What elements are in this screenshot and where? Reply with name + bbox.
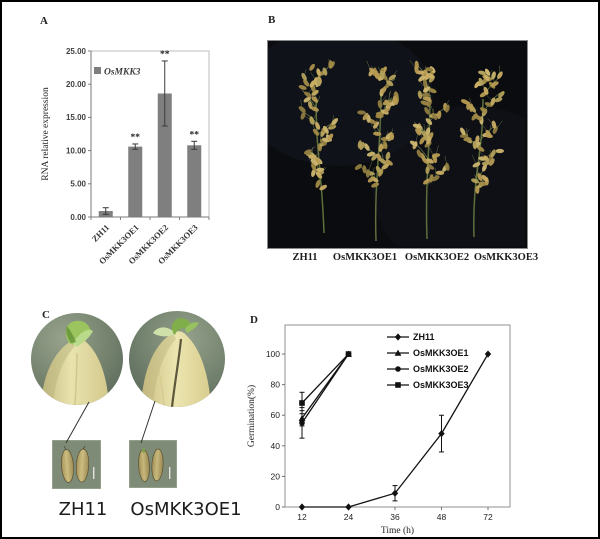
svg-text:OsMKK3OE3: OsMKK3OE3 <box>413 380 469 390</box>
svg-text:20.00: 20.00 <box>66 80 87 89</box>
svg-text:60: 60 <box>271 410 281 420</box>
svg-text:100: 100 <box>266 349 280 359</box>
seed-label-osmkk3oe1: OsMKK3OE1 <box>130 499 242 520</box>
svg-text:5.00: 5.00 <box>70 180 86 189</box>
panicle-label-osmkk3oe3: OsMKK3OE3 <box>473 252 539 263</box>
svg-text:**: ** <box>160 50 170 60</box>
svg-text:15.00: 15.00 <box>66 113 87 122</box>
seed-pair-photo-osmkk3oe1 <box>129 440 177 488</box>
seed-closeup-zh11 <box>31 313 123 405</box>
svg-text:**: ** <box>131 133 141 143</box>
svg-text:12: 12 <box>297 512 307 522</box>
svg-text:ZH11: ZH11 <box>413 332 435 342</box>
svg-text:80: 80 <box>271 380 281 390</box>
svg-text:OsMKK3: OsMKK3 <box>104 68 141 78</box>
panel-d-line-chart: 0 20 40 60 80 100 12 24 36 48 72 ZH11 OsMKK3OE1 OsMKK… <box>246 324 511 536</box>
svg-text:25.00: 25.00 <box>66 47 87 56</box>
panel-d-label: D <box>250 314 258 326</box>
panel-c-label: C <box>42 309 50 321</box>
panicle-photo-canvas <box>268 41 525 246</box>
svg-text:**: ** <box>190 130 200 140</box>
seed-pair-photo-zh11 <box>52 440 101 489</box>
svg-text:ZH11: ZH11 <box>90 222 111 243</box>
svg-text:Germination(%): Germination(%) <box>246 385 257 447</box>
panel-c: C <box>27 302 272 537</box>
svg-text:Time (h): Time (h) <box>381 525 414 536</box>
panel-a-label: A <box>40 15 48 27</box>
svg-text:48: 48 <box>437 512 447 522</box>
seed-label-zh11: ZH11 <box>58 499 108 520</box>
svg-text:0: 0 <box>275 502 280 512</box>
svg-text:OsMKK3OE2: OsMKK3OE2 <box>413 364 469 374</box>
svg-text:36: 36 <box>390 512 400 522</box>
panicle-label-osmkk3oe2: OsMKK3OE2 <box>404 252 470 263</box>
svg-text:RNA relative expression: RNA relative expression <box>41 87 51 181</box>
svg-text:10.00: 10.00 <box>66 146 87 155</box>
panel-a-bar-chart: 0.00 5.00 10.00 15.00 20.00 25.00 ZH11 ** OsMKK3… <box>41 47 210 266</box>
svg-text:40: 40 <box>271 441 281 451</box>
seed-closeup-osmkk3oe1 <box>129 311 225 407</box>
svg-text:20: 20 <box>271 471 281 481</box>
panicle-label-osmkk3oe1: OsMKK3OE1 <box>332 252 398 263</box>
panel-b-label: B <box>268 14 276 26</box>
panicle-label-zh11: ZH11 <box>292 252 318 263</box>
panicle-photo <box>267 40 528 249</box>
svg-text:24: 24 <box>344 512 354 522</box>
svg-text:72: 72 <box>483 512 493 522</box>
svg-text:OsMKK3OE1: OsMKK3OE1 <box>413 348 469 358</box>
svg-text:0.00: 0.00 <box>70 213 86 222</box>
